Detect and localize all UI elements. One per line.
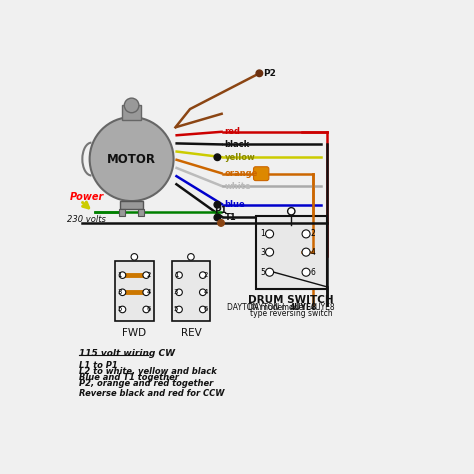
Text: 3: 3 [261, 247, 265, 256]
Circle shape [265, 248, 273, 256]
Circle shape [90, 117, 173, 201]
Text: Reverse black and red for CCW: Reverse black and red for CCW [79, 389, 224, 398]
Bar [120, 201, 144, 209]
Text: Power: Power [70, 191, 104, 201]
Bar [172, 261, 210, 321]
Circle shape [176, 272, 182, 278]
Circle shape [176, 306, 182, 313]
Text: P1: P1 [215, 206, 228, 215]
Text: DAYTON model  4UYE8: DAYTON model 4UYE8 [248, 303, 335, 312]
Text: yellow: yellow [225, 153, 255, 162]
Circle shape [214, 214, 221, 221]
Text: 4UYE8: 4UYE8 [290, 303, 317, 312]
Text: 4: 4 [310, 247, 315, 256]
Text: 115 volt wiring CW: 115 volt wiring CW [79, 349, 175, 358]
Text: 230 volts: 230 volts [67, 215, 106, 224]
Text: DRUM SWITCH: DRUM SWITCH [248, 295, 334, 305]
Circle shape [188, 254, 194, 260]
Text: 1: 1 [174, 272, 178, 278]
Circle shape [124, 98, 139, 113]
Circle shape [288, 208, 295, 215]
Circle shape [143, 306, 149, 313]
FancyBboxPatch shape [254, 167, 269, 181]
Text: red: red [225, 127, 241, 136]
Text: 2: 2 [203, 272, 208, 278]
Text: REV: REV [181, 328, 201, 338]
Text: L2 to white, yellow and black: L2 to white, yellow and black [79, 367, 217, 376]
Text: 5: 5 [261, 268, 265, 277]
Circle shape [214, 154, 221, 161]
Text: 3: 3 [117, 289, 122, 295]
Text: T1: T1 [225, 213, 237, 222]
Text: L1 to P1: L1 to P1 [79, 361, 118, 370]
Text: 4: 4 [147, 289, 151, 295]
Circle shape [256, 70, 263, 77]
Circle shape [119, 306, 126, 313]
Circle shape [200, 289, 206, 296]
Text: 1: 1 [261, 229, 265, 238]
Text: type reversing switch: type reversing switch [250, 309, 333, 318]
Bar [255, 216, 327, 289]
Circle shape [265, 230, 273, 238]
Circle shape [200, 272, 206, 278]
Text: P2, orange and red together: P2, orange and red together [79, 379, 213, 388]
Text: 2: 2 [147, 272, 151, 278]
Bar [122, 105, 141, 120]
Circle shape [200, 306, 206, 313]
Circle shape [176, 289, 182, 296]
Circle shape [131, 254, 137, 260]
Text: 5: 5 [118, 307, 122, 312]
Circle shape [265, 268, 273, 276]
Text: 3: 3 [174, 289, 178, 295]
Bar [138, 209, 144, 216]
Text: 6: 6 [310, 268, 315, 277]
Text: orange: orange [225, 169, 258, 178]
Text: MOTOR: MOTOR [107, 153, 156, 165]
Circle shape [119, 289, 126, 296]
Text: 1: 1 [117, 272, 122, 278]
Circle shape [119, 272, 126, 278]
Bar [115, 261, 154, 321]
Text: 2: 2 [310, 229, 315, 238]
Text: 6: 6 [147, 307, 151, 312]
Text: Blue and T1 together: Blue and T1 together [79, 373, 179, 382]
Circle shape [214, 201, 221, 208]
Circle shape [302, 268, 310, 276]
Text: 5: 5 [174, 307, 178, 312]
Text: blue: blue [225, 200, 246, 209]
Circle shape [302, 230, 310, 238]
Text: white: white [225, 182, 251, 191]
Bar [119, 209, 125, 216]
Text: 6: 6 [203, 307, 208, 312]
Text: DAYTON model: DAYTON model [228, 303, 290, 312]
Circle shape [218, 219, 224, 226]
Circle shape [302, 248, 310, 256]
Circle shape [143, 272, 149, 278]
Text: FWD: FWD [122, 328, 146, 338]
Text: 4: 4 [203, 289, 208, 295]
Text: P2: P2 [263, 69, 276, 78]
Circle shape [143, 289, 149, 296]
Text: black: black [225, 140, 250, 149]
